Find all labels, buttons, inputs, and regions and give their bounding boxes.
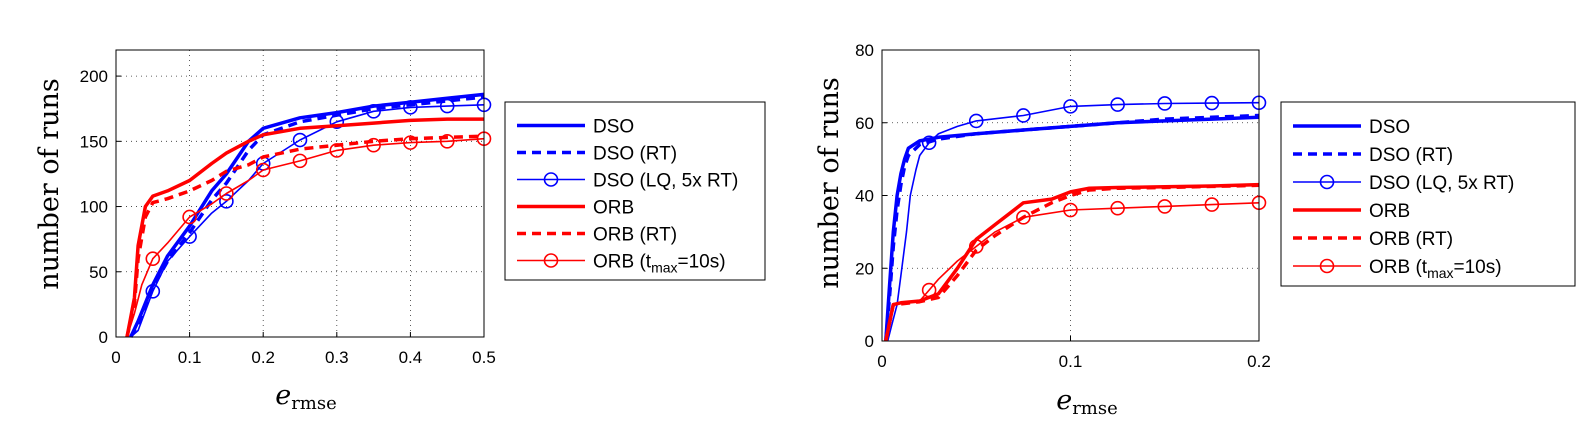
chart-2-y-axis-label: number of runs	[814, 77, 845, 289]
chart-1-series-3-marker	[145, 284, 161, 299]
chart-1-legend-label-3: DSO (LQ, 5x RT)	[593, 171, 738, 192]
chart-1-series-3-marker	[292, 132, 308, 148]
chart-2-ytick-label: 0	[865, 332, 874, 351]
chart-1-legend-box	[504, 101, 766, 281]
chart-2-series-5-line	[884, 183, 1260, 342]
chart-2-series-6-marker	[1157, 199, 1173, 214]
chart-2-ticks: 0 0.1 0.2 0 20 40 60 80	[855, 41, 1271, 371]
chart-1-legend-label-2: DSO (RT)	[593, 144, 677, 165]
chart-1-series-6-marker	[439, 134, 455, 149]
chart-1-legend-marker-3	[543, 172, 559, 187]
chart-1-series-2-line	[129, 95, 485, 338]
chart-1-xtick-label: 0.5	[472, 348, 496, 367]
chart-1-legend: DSO DSO (RT) DSO (LQ, 5x RT) ORB ORB (RT) ORB…	[504, 101, 766, 281]
chart-2-series-3-marker	[921, 135, 937, 151]
chart-1-x-axis-label: ermse	[275, 380, 337, 414]
chart-1-plot-frame	[115, 49, 485, 338]
chart-1-series	[125, 92, 492, 338]
chart-1-series-6-marker	[219, 186, 234, 201]
chart-2-xtick-label: 0	[877, 352, 886, 371]
chart-2-legend-box	[1280, 101, 1576, 287]
chart-1-ytick-label: 200	[80, 67, 108, 86]
chart-2-series-3-marker	[1110, 97, 1125, 112]
chart-2-legend-label-2: DSO (RT)	[1369, 145, 1453, 166]
chart-2-series-3-marker	[1204, 95, 1220, 111]
chart-1-ytick-label: 0	[99, 328, 108, 347]
chart-1: 0 0.1 0.2 0.3 0.4 0.5 0 50 100 150 200 number of r…	[34, 49, 766, 414]
chart-2-legend-label-6: ORB (tmax=10s)	[1369, 257, 1502, 281]
chart-1-xtick-label: 0.1	[178, 348, 202, 367]
chart-2-ytick-label: 60	[855, 114, 874, 133]
chart-1-series-6-line	[126, 137, 485, 338]
chart-2-xtick-label: 0.1	[1059, 352, 1083, 371]
chart-1-legend-marker-6	[543, 253, 559, 268]
chart-1-ticks: 0 0.1 0.2 0.3 0.4 0.5 0 50 100 150 200	[80, 67, 496, 367]
chart-2-series-6-marker	[968, 239, 984, 254]
chart-1-series-5-line	[125, 134, 485, 338]
chart-2-series-6-marker	[1204, 197, 1220, 212]
chart-1-y-axis-label: number of runs	[34, 78, 65, 290]
chart-1-x-axis-label-main: e	[275, 380, 291, 411]
chart-1-series-6-marker	[366, 137, 381, 153]
chart-2-series-6-line	[885, 202, 1260, 342]
chart-1-series-3-marker	[366, 104, 381, 119]
chart-1-legend-label-6: ORB (tmax=10s)	[593, 252, 726, 276]
chart-1-series-3-marker	[182, 229, 197, 244]
chart-1-series-6-marker	[292, 153, 308, 169]
chart-2-series-4-line	[884, 182, 1260, 342]
chart-2-series-6-marker	[1110, 200, 1125, 216]
chart-1-x-axis-label-sub: rmse	[291, 393, 337, 414]
chart-2-x-axis-label-main: e	[1056, 385, 1072, 416]
chart-2-ytick-label: 40	[855, 187, 874, 206]
chart-2-series-6-marker	[1063, 202, 1078, 218]
chart-2-ytick-label: 80	[855, 41, 874, 60]
chart-2-grid	[882, 49, 1259, 341]
chart-1-legend-label-1: DSO	[593, 117, 634, 138]
chart-1-xtick-label: 0.4	[399, 348, 423, 367]
chart-1-xtick-label: 0.3	[325, 348, 349, 367]
chart-2-legend-label-4: ORB	[1369, 201, 1410, 222]
chart-1-grid	[116, 50, 484, 337]
chart-1-ytick-label: 50	[89, 263, 108, 282]
chart-1-series-3-marker	[403, 100, 418, 115]
chart-1-series-4-line	[125, 117, 484, 338]
chart-1-xtick-label: 0	[111, 348, 120, 367]
chart-2-series-2-line	[884, 113, 1260, 342]
chart-2-series	[884, 95, 1267, 342]
chart-2: 0 0.1 0.2 0 20 40 60 80 number of runs ermse DS…	[814, 41, 1576, 419]
chart-1-series-6-marker	[329, 143, 345, 158]
chart-2-series-6-marker	[1016, 210, 1031, 225]
chart-1-series-3-marker	[329, 114, 345, 130]
chart-2-series-3-marker	[1063, 99, 1078, 114]
chart-2-xtick-label: 0.2	[1247, 352, 1271, 371]
chart-2-legend-marker-6	[1319, 258, 1335, 274]
chart-1-legend-label-4: ORB	[593, 198, 634, 219]
chart-2-legend-label-3: DSO (LQ, 5x RT)	[1369, 173, 1514, 194]
chart-2-x-axis-label: ermse	[1056, 385, 1118, 419]
chart-2-legend-label-1: DSO	[1369, 117, 1410, 138]
chart-1-legend-label-5: ORB (RT)	[593, 225, 677, 246]
chart-2-legend: DSO DSO (RT) DSO (LQ, 5x RT) ORB ORB (RT) ORB…	[1280, 101, 1576, 287]
chart-1-series-3-marker	[219, 194, 234, 209]
chart-2-legend-label-5: ORB (RT)	[1369, 229, 1453, 250]
chart-1-series-3-marker	[439, 98, 455, 114]
chart-1-series-6-marker	[403, 135, 418, 150]
chart-2-legend-marker-3	[1319, 174, 1335, 190]
chart-1-series-6-marker	[182, 209, 197, 225]
chart-2-series-1-line	[884, 115, 1260, 342]
chart-1-ytick-label: 150	[80, 132, 108, 151]
chart-2-series-3-marker	[1016, 108, 1031, 123]
chart-2-series-3-marker	[1157, 96, 1173, 111]
chart-1-ytick-label: 100	[80, 198, 108, 217]
chart-2-series-3-marker	[968, 113, 984, 129]
chart-2-x-axis-label-sub: rmse	[1072, 398, 1118, 419]
chart-1-xtick-label: 0.2	[251, 348, 275, 367]
chart-2-ytick-label: 20	[855, 259, 874, 278]
chart-2-series-6-marker	[921, 282, 937, 298]
chart-1-series-6-marker	[255, 162, 271, 178]
chart-1-series-6-marker	[145, 251, 161, 267]
